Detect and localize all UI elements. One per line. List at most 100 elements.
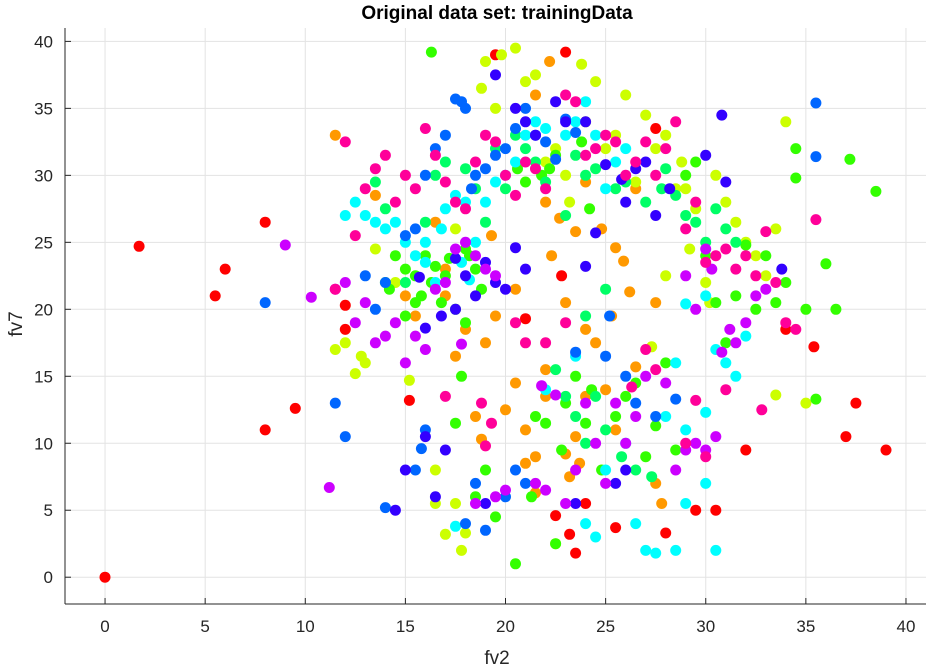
scatter-point-azure [570,127,582,138]
scatter-point-azure [369,303,381,315]
scatter-point-magenta [470,156,481,168]
scatter-point-azure [520,477,531,489]
scatter-point-spring [399,277,411,288]
scatter-point-spring [710,203,722,215]
scatter-point-violet [439,277,451,288]
scatter-point-violet [700,243,712,255]
scatter-point-magenta [339,136,351,148]
scatter-point-yellow [680,183,692,195]
scatter-point-green [844,153,856,165]
scatter-point-orange [610,242,622,254]
scatter-point-red [133,240,145,252]
scatter-point-magenta [740,250,752,262]
scatter-point-spring [429,169,441,181]
scatter-point-blue [470,290,481,302]
scatter-point-orange [540,196,552,208]
scatter-point-orange [600,384,612,396]
scatter-point-violet [323,482,335,493]
scatter-point-green [650,420,662,432]
scatter-point-yellow [750,250,762,262]
scatter-point-cyan [339,210,351,221]
scatter-point-cyan [700,290,712,302]
scatter-point-violet [600,477,612,489]
scatter-point-cyan [409,250,421,262]
scatter-point-magenta [750,270,762,282]
scatter-point-yellow [339,337,351,349]
scatter-point-magenta [680,437,692,449]
scatter-point-orange [540,364,552,376]
scatter-point-magenta [810,214,822,226]
scatter-point-azure [520,102,531,114]
scatter-point-blue [480,498,491,509]
scatter-point-yellow [660,129,672,141]
scatter-point-cyan [680,298,692,310]
scatter-point-violet [409,330,421,342]
scatter-point-orange [530,451,541,463]
scatter-point-spring [580,169,592,181]
scatter-point-cyan [530,116,541,128]
scatter-point-green [740,239,752,251]
x-tick-label: 35 [796,617,815,636]
scatter-point-azure [359,270,371,282]
scatter-point-green [730,290,742,302]
scatter-point-violet [490,270,501,282]
scatter-point-blue [450,303,461,315]
scatter-point-magenta [510,189,521,201]
scatter-point-spring [500,183,511,195]
scatter-point-azure [670,393,682,405]
scatter-point-spring [369,176,381,188]
y-tick-label: 35 [34,99,53,118]
scatter-point-orange [624,286,636,298]
scatter-point-cyan [670,544,682,556]
scatter-point-azure [480,524,491,536]
scatter-point-red [840,431,852,443]
scatter-point-cyan [680,498,692,509]
scatter-point-magenta [540,183,552,195]
scatter-point-yellow [620,89,632,101]
scatter-point-yellow [710,169,722,181]
scatter-point-magenta [720,243,732,255]
scatter-point-yellow [684,243,696,255]
scatter-point-blue [389,504,401,516]
scatter-point-red [710,504,722,516]
scatter-point-green [800,303,812,315]
scatter-point-magenta [620,169,632,181]
axes [64,28,926,605]
scatter-point-cyan [600,183,612,195]
scatter-point-magenta [359,183,371,195]
scatter-point-violet [456,338,467,350]
scatter-point-red [259,424,271,436]
scatter-point-yellow [770,389,782,401]
scatter-point-orange [544,56,556,67]
scatter-point-violet [349,317,361,329]
scatter-point-azure [490,149,501,161]
scatter-point-magenta [520,156,531,168]
scatter-point-green [580,417,592,429]
scatter-point-cyan [580,96,592,108]
scatter-point-azure [329,397,341,409]
scatter-point-magenta [500,169,511,181]
y-tick-label: 15 [34,367,53,386]
scatter-point-magenta [640,136,652,148]
scatter-point-green [425,46,437,58]
scatter-point-magenta [460,203,471,215]
scatter-point-green [576,136,588,148]
scatter-point-blue [419,322,431,334]
scatter-point-cyan [730,370,742,382]
scatter-point-magenta [730,263,742,275]
scatter-point-blue [439,444,451,456]
scatter-point-violet [490,491,501,503]
scatter-point-orange [510,283,521,295]
scatter-point-azure [460,518,471,530]
scatter-point-azure [510,123,521,134]
scatter-point-blue [620,196,632,208]
scatter-point-magenta [710,250,722,262]
scatter-point-blue [560,116,572,128]
scatter-point-blue [435,310,447,322]
scatter-point-green [399,310,411,322]
scatter-point-magenta [349,230,361,242]
scatter-point-yellow [720,196,732,208]
scatter-point-red [339,323,351,335]
x-tick-label: 5 [200,617,209,636]
scatter-point-magenta [700,256,712,268]
